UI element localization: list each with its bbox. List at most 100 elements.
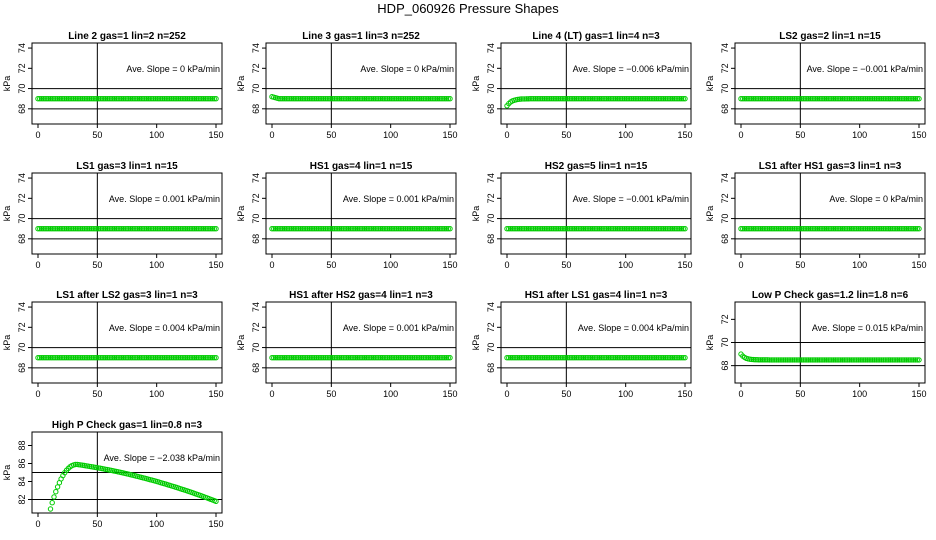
data-point <box>304 226 311 232</box>
y-tick-label: 72 <box>486 63 496 73</box>
data-point <box>154 226 161 232</box>
data-point <box>531 96 537 102</box>
data-point <box>529 226 535 232</box>
data-point <box>848 96 855 102</box>
data-point <box>659 96 665 102</box>
data-point <box>898 96 904 102</box>
data-point <box>766 96 773 102</box>
data-point <box>172 355 178 361</box>
data-point <box>197 355 203 361</box>
data-point <box>825 96 831 102</box>
data-point <box>763 96 769 102</box>
data-point <box>272 355 279 361</box>
data-point <box>518 226 524 232</box>
data-point <box>773 226 780 232</box>
data-point <box>862 96 869 102</box>
data-point <box>741 226 748 232</box>
data-point <box>338 355 345 361</box>
data-point <box>843 226 849 232</box>
data-point <box>317 226 323 232</box>
panel-5: LS1 gas=3 lin=1 n=15 0 50 100 150 68 70 72 74 kPa… <box>2 161 224 270</box>
data-point <box>668 355 674 361</box>
data-point <box>193 355 200 361</box>
series-points <box>738 96 922 102</box>
data-point <box>415 355 421 361</box>
data-point <box>99 96 105 102</box>
data-point <box>781 96 787 102</box>
data-point <box>575 355 581 361</box>
data-point <box>882 357 888 363</box>
data-point <box>315 96 321 102</box>
data-point <box>147 355 153 361</box>
data-point <box>668 96 674 102</box>
series-points <box>35 355 219 361</box>
data-point <box>411 226 418 232</box>
data-point <box>907 96 913 102</box>
data-point <box>388 226 394 232</box>
data-point <box>345 355 352 361</box>
series-points <box>269 94 453 102</box>
data-point <box>349 355 355 361</box>
data-point <box>197 96 203 102</box>
data-point <box>846 226 853 232</box>
data-point <box>834 226 840 232</box>
data-point <box>172 226 178 232</box>
x-tick-label: 150 <box>911 260 926 270</box>
data-point <box>525 355 532 361</box>
data-point <box>807 226 814 232</box>
data-point <box>789 226 796 232</box>
data-point <box>557 355 564 361</box>
data-point <box>816 226 822 232</box>
data-point <box>579 355 585 361</box>
data-point <box>383 96 389 102</box>
data-point <box>539 355 546 361</box>
data-point <box>677 96 683 102</box>
data-point <box>745 96 751 102</box>
data-point <box>621 96 628 102</box>
data-point <box>653 355 660 361</box>
data-point <box>648 226 654 232</box>
data-point <box>385 96 391 102</box>
data-point <box>543 96 549 102</box>
data-point <box>190 355 196 361</box>
slope-annotation: Ave. Slope = 0.004 kPa/min <box>578 323 689 333</box>
data-point <box>175 226 182 232</box>
data-point <box>338 96 345 102</box>
data-point <box>47 355 54 361</box>
y-tick-label: 68 <box>720 104 730 114</box>
data-point <box>81 355 88 361</box>
data-point <box>86 96 93 102</box>
data-point <box>129 355 136 361</box>
data-point <box>616 96 622 102</box>
data-point <box>620 96 626 102</box>
series-points <box>35 96 219 102</box>
data-point <box>204 226 210 232</box>
data-point <box>678 96 685 102</box>
data-point <box>152 96 159 102</box>
y-tick-label: 74 <box>251 173 261 183</box>
x-tick-label: 100 <box>149 389 164 399</box>
data-point <box>427 96 434 102</box>
data-point <box>903 357 910 363</box>
data-point <box>76 226 82 232</box>
data-point <box>859 226 865 232</box>
x-tick-label: 100 <box>618 130 633 140</box>
data-point <box>643 96 649 102</box>
data-point <box>438 226 444 232</box>
data-point <box>781 226 787 232</box>
data-point <box>825 357 831 363</box>
data-point <box>568 96 574 102</box>
data-point <box>397 96 403 102</box>
data-point <box>340 96 346 102</box>
data-point <box>678 226 685 232</box>
data-point <box>563 96 569 102</box>
data-point <box>896 226 903 232</box>
data-point <box>111 226 118 232</box>
data-point <box>625 355 631 361</box>
data-point <box>167 355 173 361</box>
data-point <box>308 96 314 102</box>
data-point <box>417 355 423 361</box>
data-point <box>536 355 542 361</box>
data-point <box>409 96 416 102</box>
data-point <box>70 226 77 232</box>
